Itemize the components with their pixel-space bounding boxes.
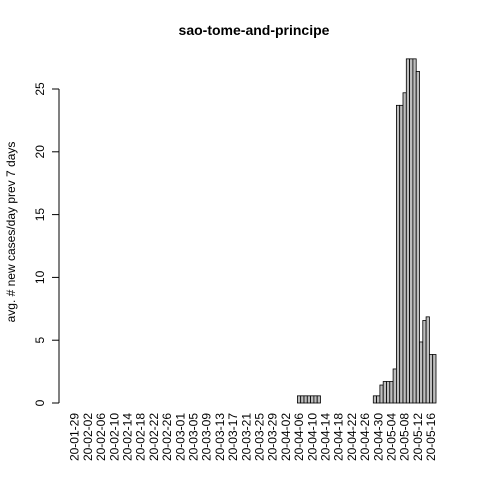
x-tick-label: 20-02-18 (134, 413, 148, 461)
bar (402, 92, 407, 404)
bar (428, 354, 434, 404)
y-tick-label: 25 (33, 82, 47, 96)
bar (386, 381, 391, 404)
bar (372, 395, 377, 404)
x-tick-label: 20-03-05 (186, 413, 200, 461)
y-tick-label: 15 (33, 208, 47, 222)
x-tick-label: 20-04-14 (318, 413, 332, 461)
y-tick-label: 20 (33, 145, 47, 159)
x-tick-label: 20-03-13 (213, 413, 227, 461)
x-tick-label: 20-03-17 (226, 413, 240, 461)
chart-title: sao-tome-and-principe (179, 22, 330, 38)
x-tick-label: 20-03-09 (200, 413, 214, 461)
bar (415, 71, 420, 404)
x-tick-label: 20-04-26 (358, 413, 372, 461)
bar (379, 384, 384, 404)
bar (316, 395, 321, 404)
x-tick-label: 20-04-02 (279, 413, 293, 461)
bar (313, 395, 318, 404)
bar (389, 381, 394, 404)
x-tick-label: 20-05-08 (398, 413, 412, 461)
x-tick-label: 20-02-14 (120, 413, 134, 461)
x-tick-label: 20-05-16 (424, 413, 438, 461)
x-tick-label: 20-04-10 (305, 413, 319, 461)
bar (382, 381, 387, 404)
x-tick-label: 20-01-29 (68, 413, 82, 461)
bar (300, 395, 305, 404)
bar (376, 395, 381, 404)
x-tick-label: 20-05-12 (411, 413, 425, 461)
bar (412, 58, 417, 404)
y-tick-label: 0 (33, 399, 47, 406)
x-tick-label: 20-04-30 (371, 413, 385, 461)
x-tick-label: 20-02-22 (147, 413, 161, 461)
bar (425, 316, 430, 404)
bar (306, 395, 311, 404)
bar (395, 104, 401, 404)
x-tick-label: 20-03-01 (173, 413, 187, 461)
bar (405, 58, 410, 404)
bar (419, 341, 424, 404)
bar (296, 395, 302, 404)
x-axis: 20-01-29 20-02-02 20-02-06 20-02-10 20-02-14… (68, 413, 438, 461)
x-tick-label: 20-04-18 (332, 413, 346, 461)
x-tick-label: 20-04-06 (292, 413, 306, 461)
y-axis-label: avg. # new cases/day prev 7 days (4, 142, 18, 323)
y-tick-label: 10 (33, 270, 47, 284)
bar (392, 368, 397, 404)
bar (422, 320, 427, 404)
x-tick-label: 20-04-22 (345, 413, 359, 461)
bar (310, 395, 315, 404)
y-axis: 0 5 10 15 20 25 (33, 82, 60, 406)
bars (296, 58, 437, 404)
x-tick-label: 20-03-29 (266, 413, 280, 461)
x-tick-label: 20-02-10 (107, 413, 121, 461)
y-tick-label: 5 (33, 337, 47, 344)
bar (409, 58, 414, 404)
x-tick-label: 20-02-06 (94, 413, 108, 461)
x-tick-label: 20-02-26 (160, 413, 174, 461)
bar (303, 395, 308, 404)
x-tick-label: 20-05-04 (384, 413, 398, 461)
bar (432, 354, 437, 404)
x-tick-label: 20-03-25 (252, 413, 266, 461)
bar (399, 104, 404, 404)
x-tick-label: 20-02-02 (81, 413, 95, 461)
x-tick-label: 20-03-21 (239, 413, 253, 461)
